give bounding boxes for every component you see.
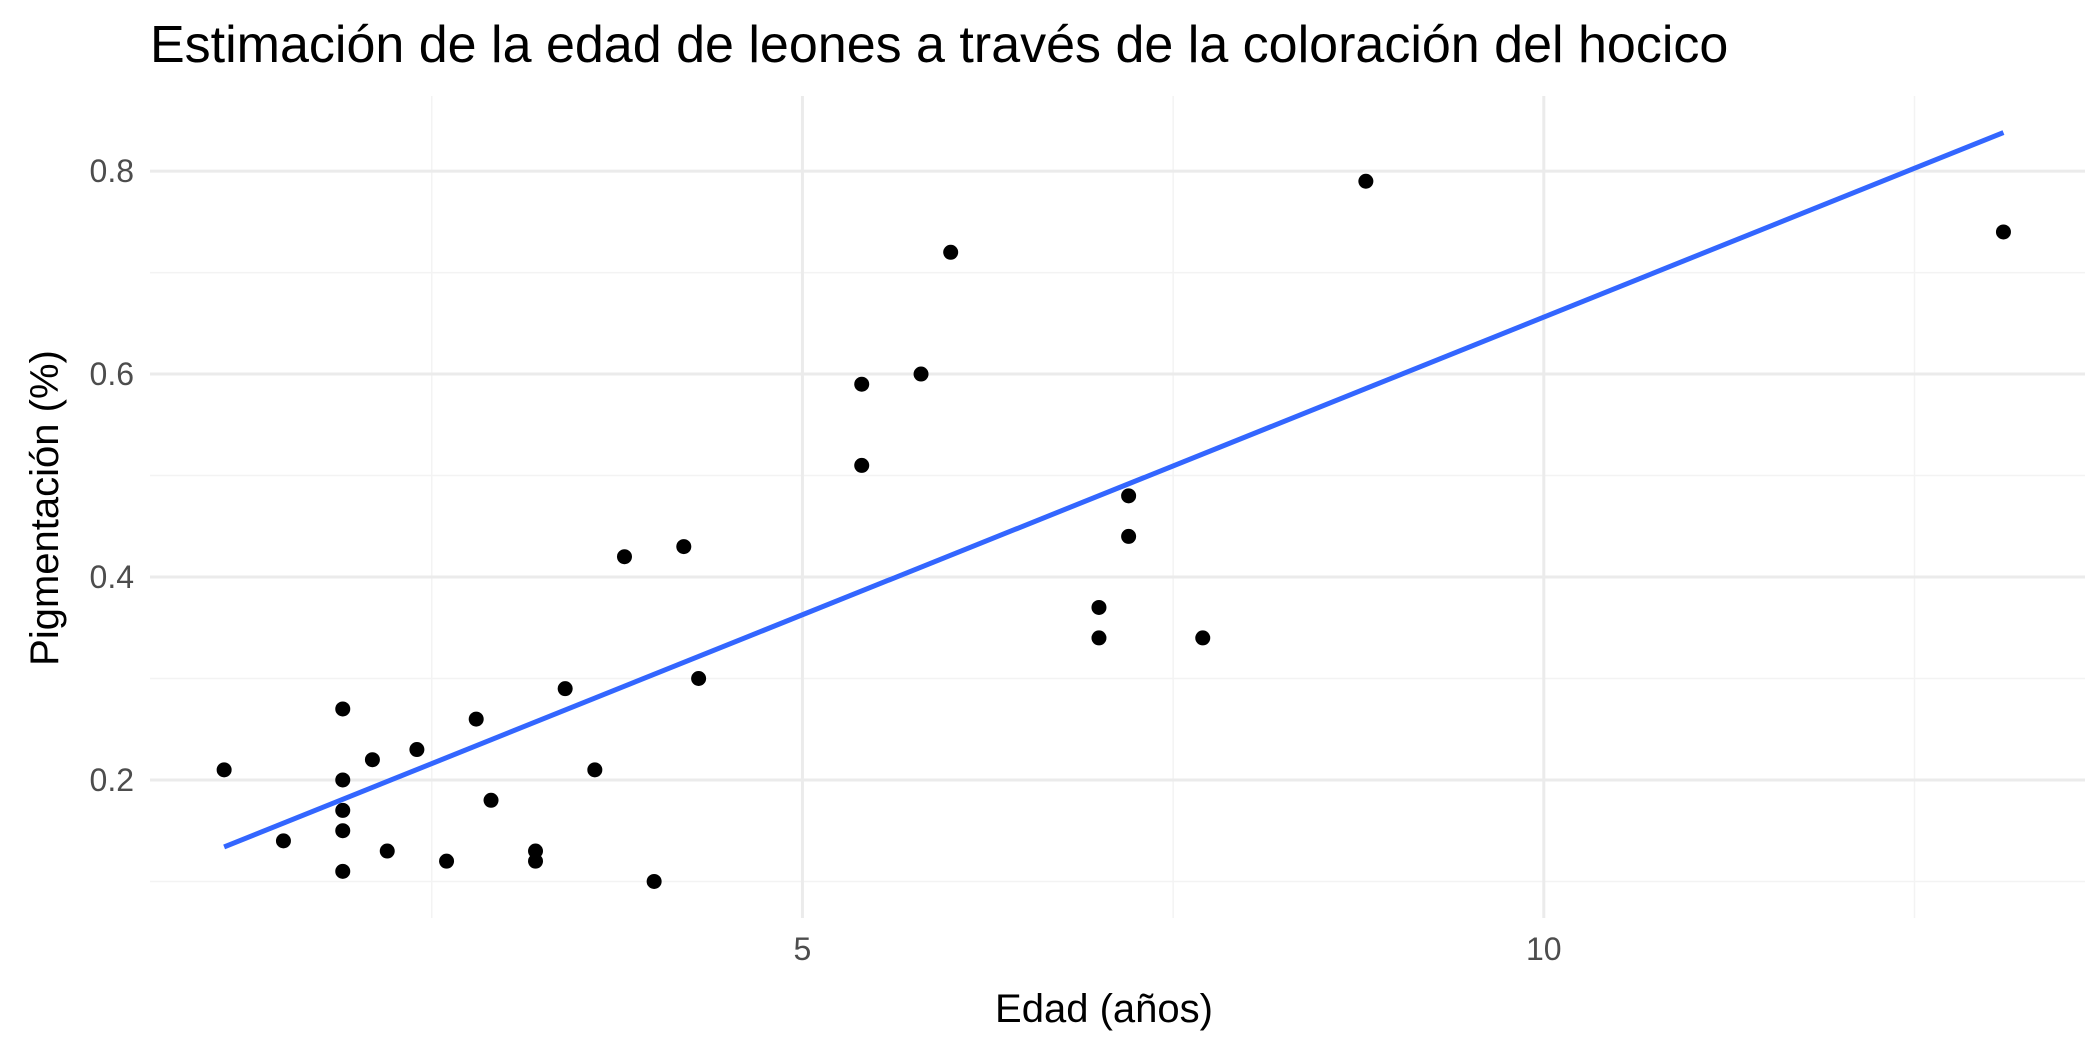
data-points	[216, 173, 2011, 889]
data-point	[854, 376, 870, 392]
data-point	[335, 863, 351, 879]
data-point	[335, 772, 351, 788]
data-point	[943, 244, 959, 260]
data-point	[379, 843, 395, 859]
data-point	[1995, 224, 2011, 240]
data-point	[616, 549, 632, 565]
data-point	[646, 873, 662, 889]
major-gridlines	[150, 96, 2085, 918]
data-point	[483, 792, 499, 808]
regression-line	[223, 130, 2005, 850]
data-point	[335, 802, 351, 818]
data-point	[1358, 173, 1374, 189]
minor-gridlines	[150, 96, 2085, 918]
data-point	[691, 671, 707, 687]
data-point	[1121, 488, 1137, 504]
y-axis-tick-labels: 0.2 0.4 0.6 0.8	[90, 153, 134, 798]
data-point	[1091, 630, 1107, 646]
x-tick-label: 5	[794, 931, 812, 967]
regression-line-layer	[223, 130, 2005, 850]
data-point	[913, 366, 929, 382]
data-point	[557, 681, 573, 697]
y-tick-label: 0.4	[90, 559, 134, 595]
x-axis-title: Edad (años)	[995, 987, 1213, 1031]
x-axis-tick-labels: 5 10	[794, 931, 1562, 967]
x-tick-label: 10	[1526, 931, 1562, 967]
y-tick-label: 0.6	[90, 356, 134, 392]
y-tick-label: 0.2	[90, 762, 134, 798]
y-tick-label: 0.8	[90, 153, 134, 189]
data-point	[854, 457, 870, 473]
data-point	[1195, 630, 1211, 646]
data-point	[335, 823, 351, 839]
data-point	[409, 742, 425, 758]
chart-title: Estimación de la edad de leones a través…	[150, 16, 1728, 74]
data-point	[468, 711, 484, 727]
data-point	[528, 853, 544, 869]
data-point	[439, 853, 455, 869]
y-axis-title: Pigmentación (%)	[23, 350, 67, 666]
data-point	[364, 752, 380, 768]
data-point	[676, 539, 692, 555]
data-point	[275, 833, 291, 849]
data-point	[587, 762, 603, 778]
data-point	[1091, 599, 1107, 615]
data-point	[335, 701, 351, 717]
data-point	[216, 762, 232, 778]
data-point	[1121, 528, 1137, 544]
